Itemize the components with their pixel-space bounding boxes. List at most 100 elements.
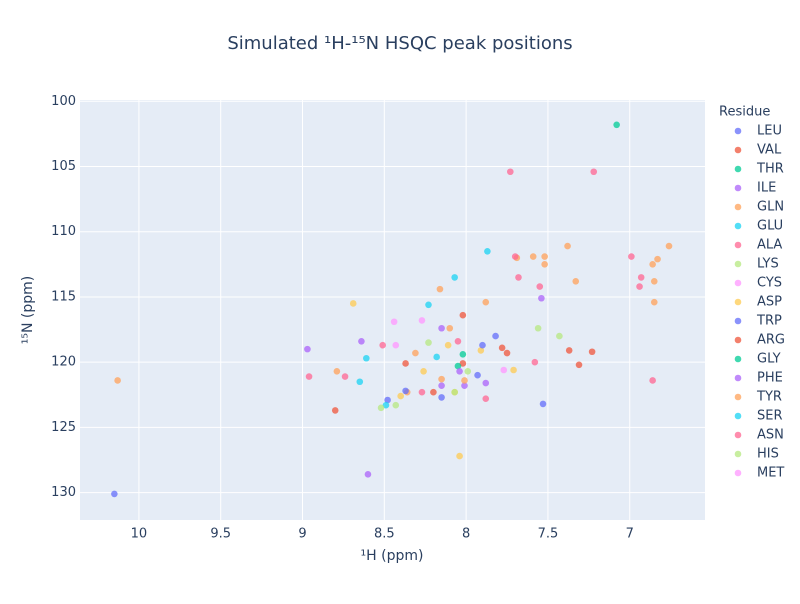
- legend-title: Residue: [719, 105, 770, 120]
- data-point: [575, 361, 583, 369]
- data-point: [572, 278, 580, 285]
- data-point: [425, 301, 432, 309]
- chart-title: Simulated ¹H-¹⁵N HSQC peak positions: [227, 33, 572, 54]
- x-tick-label: 7.5: [538, 527, 559, 542]
- data-point: [304, 345, 311, 353]
- legend-label: ALA: [757, 238, 782, 253]
- y-tick-label: 125: [51, 420, 76, 435]
- legend-label: TYR: [756, 390, 782, 405]
- legend-symbol: [734, 374, 742, 382]
- data-point: [438, 324, 445, 332]
- legend-label: MET: [757, 466, 784, 481]
- data-point: [392, 341, 400, 349]
- data-point: [377, 404, 385, 412]
- data-point: [433, 353, 440, 361]
- data-point: [430, 388, 437, 396]
- x-tick-label: 7: [626, 527, 634, 542]
- data-point: [418, 317, 426, 324]
- legend-label: GLN: [757, 200, 784, 215]
- data-point: [392, 401, 400, 409]
- legend-symbol: [734, 184, 742, 192]
- legend-label: GLU: [757, 219, 783, 234]
- legend-label: TRP: [756, 314, 782, 329]
- data-point: [461, 382, 468, 389]
- legend-symbol: [734, 279, 742, 287]
- legend-label: VAL: [757, 143, 782, 158]
- y-tick-label: 110: [51, 224, 76, 239]
- legend-symbol: [734, 241, 742, 249]
- data-point: [500, 366, 508, 374]
- y-tick-label: 115: [51, 289, 76, 304]
- data-point: [665, 242, 673, 250]
- data-point: [482, 298, 490, 306]
- data-point: [436, 285, 444, 293]
- legend-label: HIS: [757, 447, 779, 462]
- legend-label: GLY: [757, 352, 781, 367]
- legend-symbol: [734, 165, 742, 173]
- legend-label: CYS: [757, 276, 782, 291]
- data-point: [446, 324, 454, 332]
- legend-label: ILE: [757, 181, 776, 196]
- data-point: [397, 392, 404, 400]
- data-point: [438, 375, 445, 383]
- legend-label: ASN: [757, 428, 784, 443]
- legend-symbol: [734, 450, 742, 458]
- data-point: [331, 407, 339, 414]
- data-point: [358, 338, 365, 345]
- legend-symbol: [734, 393, 742, 401]
- legend-symbol: [734, 317, 742, 325]
- data-point: [438, 382, 445, 389]
- y-tick-label: 120: [51, 355, 76, 370]
- data-point: [459, 360, 467, 367]
- legend-label: ASP: [757, 295, 782, 310]
- data-point: [349, 300, 357, 307]
- data-point: [114, 377, 121, 384]
- legend-symbol: [734, 412, 742, 420]
- data-point: [649, 377, 656, 384]
- data-point: [111, 490, 118, 498]
- data-point: [507, 168, 514, 176]
- legend-label: SER: [757, 409, 783, 424]
- data-point: [564, 242, 571, 250]
- x-tick-label: 9.5: [210, 527, 231, 542]
- data-point: [654, 255, 661, 263]
- legend-symbol: [734, 469, 742, 477]
- data-point: [356, 378, 364, 386]
- data-point: [590, 168, 598, 176]
- data-point: [454, 362, 462, 370]
- legend-symbol: [734, 203, 742, 211]
- data-point: [438, 394, 445, 401]
- x-axis-label: ¹H (ppm): [361, 548, 424, 564]
- legend-symbol: [734, 222, 742, 230]
- data-point: [364, 471, 372, 478]
- data-point: [492, 332, 499, 340]
- legend-symbol: [734, 298, 742, 306]
- data-point: [459, 311, 467, 319]
- y-tick-label: 100: [51, 94, 76, 109]
- data-point: [541, 253, 548, 260]
- y-axis-label: ¹⁵N (ppm): [20, 276, 36, 344]
- legend-symbol: [734, 431, 742, 439]
- data-point: [418, 388, 426, 396]
- data-point: [482, 379, 490, 387]
- legend-label: LEU: [757, 124, 782, 139]
- data-point: [420, 368, 427, 375]
- x-tick-label: 8.5: [374, 527, 395, 542]
- data-point: [536, 283, 544, 290]
- legend-symbol: [734, 355, 742, 363]
- data-point: [454, 338, 462, 345]
- data-point: [637, 274, 645, 281]
- plot-area: [80, 100, 705, 520]
- data-point: [382, 401, 390, 409]
- x-tick-label: 9: [298, 527, 306, 542]
- data-point: [556, 332, 563, 340]
- data-point: [482, 395, 490, 402]
- data-point: [650, 278, 658, 285]
- data-point: [456, 452, 463, 460]
- data-point: [636, 283, 643, 290]
- data-point: [461, 377, 468, 384]
- legend-symbol: [734, 146, 742, 154]
- data-point: [444, 341, 452, 349]
- data-point: [588, 348, 596, 356]
- data-point: [451, 274, 458, 281]
